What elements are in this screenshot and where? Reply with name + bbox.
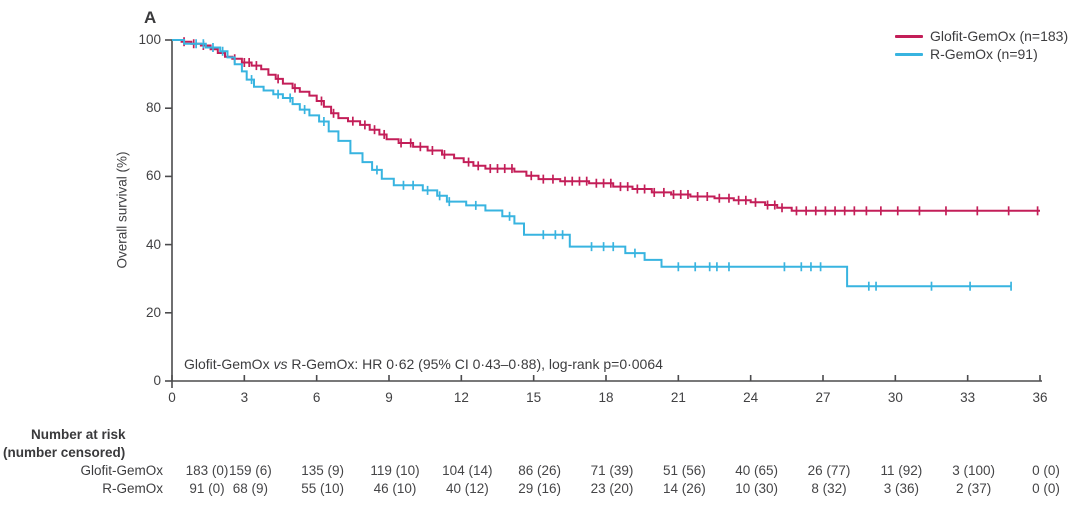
risk-value-glofit-gemox-m6: 135 (9): [301, 463, 345, 478]
risk-value-glofit-gemox-m18: 71 (39): [590, 463, 634, 478]
risk-value-r-gemox-m18: 23 (20): [590, 481, 634, 496]
risk-value-glofit-gemox-m27: 26 (77): [807, 463, 851, 478]
risk-value-glofit-gemox-m15: 86 (26): [518, 463, 562, 478]
x-tick-label-9: 9: [385, 390, 393, 405]
risk-value-r-gemox-m15: 29 (16): [518, 481, 562, 496]
rgemox-line-swatch: [895, 52, 923, 56]
risk-value-glofit-gemox-m12: 104 (14): [442, 463, 493, 478]
risk-value-glofit-gemox-m33: 3 (100): [952, 463, 996, 478]
risk-value-glofit-gemox-m30: 11 (92): [880, 463, 923, 478]
risk-value-r-gemox-m9: 46 (10): [373, 481, 417, 496]
y-tick-label-80: 80: [145, 100, 161, 116]
risk-row-label-glofit: Glofit-GemOx: [80, 463, 163, 478]
y-tick-label-40: 40: [145, 236, 161, 252]
risk-value-glofit-gemox-m24: 40 (65): [735, 463, 779, 478]
x-tick-label-24: 24: [743, 390, 759, 405]
km-curve-glofit: [172, 39, 1040, 212]
x-tick-label-27: 27: [815, 390, 831, 405]
x-tick-label-30: 30: [887, 390, 903, 405]
risk-value-r-gemox-m21: 14 (26): [662, 481, 706, 496]
y-tick-label-100: 100: [138, 32, 161, 47]
risk-value-r-gemox-m6: 55 (10): [301, 481, 345, 496]
hr-annotation-vs: vs: [273, 356, 288, 372]
x-tick-label-36: 36: [1032, 390, 1048, 405]
risk-value-glofit-gemox-m21: 51 (56): [662, 463, 706, 478]
risk-row-label-rgemox: R-GemOx: [102, 481, 163, 496]
risk-value-glofit-gemox-m0: 183 (0): [185, 463, 229, 478]
x-tick-label-15: 15: [526, 390, 542, 405]
x-tick-label-33: 33: [960, 390, 976, 405]
x-tick-label-0: 0: [168, 390, 176, 405]
legend-label-glofit: Glofit-GemOx (n=183): [930, 28, 1069, 44]
risk-value-r-gemox-m0: 91 (0): [189, 481, 225, 496]
legend-item-rgemox: R-GemOx (n=91): [895, 45, 1068, 63]
x-tick-label-3: 3: [240, 390, 249, 405]
glofit-line-swatch: [895, 34, 923, 38]
risk-value-glofit-gemox-m3: 159 (6): [228, 463, 272, 478]
risk-value-r-gemox-m3: 68 (9): [232, 481, 268, 496]
hr-annotation-pre: Glofit-GemOx: [184, 356, 274, 372]
risk-value-r-gemox-m33: 2 (37): [956, 481, 992, 496]
risk-value-r-gemox-m27: 8 (32): [811, 481, 847, 496]
legend-item-glofit: Glofit-GemOx (n=183): [895, 27, 1068, 45]
risk-value-r-gemox-m24: 10 (30): [735, 481, 779, 496]
hr-annotation-post: R-GemOx: HR 0·62 (95% CI 0·43–0·88), log…: [287, 356, 663, 372]
risk-value-glofit-gemox-m36: 0 (0): [1032, 463, 1060, 478]
x-tick-label-6: 6: [312, 390, 321, 405]
risk-table-header-line2: (number censored): [3, 445, 126, 460]
y-tick-label-60: 60: [145, 168, 161, 184]
risk-value-glofit-gemox-m9: 119 (10): [370, 463, 420, 478]
risk-table-header-line1: Number at risk: [31, 427, 126, 442]
legend: Glofit-GemOx (n=183) R-GemOx (n=91): [895, 27, 1068, 63]
y-tick-label-20: 20: [145, 304, 161, 320]
risk-value-r-gemox-m36: 0 (0): [1032, 481, 1060, 496]
hr-annotation: Glofit-GemOx vs R-GemOx: HR 0·62 (95% CI…: [184, 356, 663, 372]
risk-value-r-gemox-m12: 40 (12): [445, 481, 489, 496]
x-tick-label-18: 18: [598, 390, 614, 405]
km-curve-rgemox: [172, 39, 1012, 288]
panel-label: A: [144, 8, 157, 27]
risk-value-r-gemox-m30: 3 (36): [883, 481, 919, 496]
x-tick-label-21: 21: [670, 390, 686, 405]
x-tick-label-12: 12: [453, 390, 469, 405]
legend-label-rgemox: R-GemOx (n=91): [930, 46, 1038, 62]
y-tick-label-0: 0: [153, 373, 161, 388]
